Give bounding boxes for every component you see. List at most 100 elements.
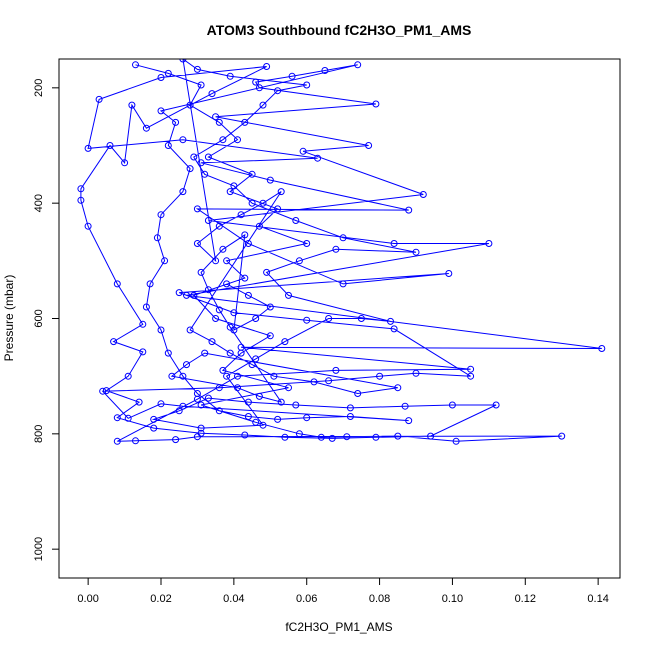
data-point xyxy=(292,217,300,224)
data-point xyxy=(201,170,209,178)
data-point xyxy=(186,101,194,109)
data-point xyxy=(303,316,311,324)
data-point xyxy=(132,61,139,69)
data-point xyxy=(295,257,303,265)
data-point xyxy=(394,432,402,440)
data-point xyxy=(295,430,303,438)
data-point xyxy=(186,165,194,173)
data-point xyxy=(193,205,201,213)
data-point xyxy=(281,338,289,346)
data-point xyxy=(234,372,241,380)
data-point xyxy=(314,154,322,162)
x-axis-label: fC2H3O_PM1_AMS xyxy=(285,620,392,634)
data-point xyxy=(357,315,365,322)
data-point xyxy=(230,309,238,317)
data-point xyxy=(164,349,172,357)
data-point xyxy=(376,372,384,380)
x-tick-label: 0.00 xyxy=(77,593,98,605)
data-point xyxy=(445,270,453,277)
data-point xyxy=(106,142,114,149)
data-point xyxy=(172,118,180,126)
data-point xyxy=(317,433,325,441)
data-point xyxy=(77,185,85,193)
data-point xyxy=(142,124,150,132)
data-point xyxy=(365,142,373,149)
data-point xyxy=(186,326,194,334)
data-point xyxy=(252,78,260,86)
data-point xyxy=(303,81,311,89)
data-point xyxy=(197,268,205,276)
data-point xyxy=(405,206,413,214)
data-point xyxy=(157,326,165,334)
data-point xyxy=(598,345,606,352)
data-point xyxy=(95,95,103,103)
data-point xyxy=(354,390,362,397)
data-point xyxy=(394,384,402,392)
data-point xyxy=(467,372,475,380)
data-point xyxy=(452,437,460,445)
data-point xyxy=(223,257,231,265)
data-point xyxy=(390,325,398,333)
data-point xyxy=(485,240,493,247)
data-point xyxy=(223,280,231,288)
data-point xyxy=(405,417,413,425)
data-point xyxy=(212,315,220,322)
data-point xyxy=(197,81,205,89)
data-point xyxy=(241,431,249,439)
data-point xyxy=(150,415,158,423)
data-point xyxy=(175,289,183,297)
data-point xyxy=(146,280,154,288)
data-point xyxy=(328,434,336,442)
data-point xyxy=(132,437,139,445)
data-point xyxy=(201,349,209,357)
data-point xyxy=(157,107,165,115)
data-point xyxy=(285,291,292,299)
data-point xyxy=(135,398,143,406)
data-point xyxy=(208,90,216,98)
data-point xyxy=(419,191,427,198)
data-point xyxy=(248,361,256,369)
data-point xyxy=(303,414,311,422)
data-point xyxy=(172,436,180,444)
data-point xyxy=(99,387,107,395)
data-point xyxy=(215,306,223,314)
data-point xyxy=(164,69,172,77)
data-point xyxy=(252,355,260,363)
data-point xyxy=(274,205,282,213)
data-point xyxy=(226,188,234,196)
data-point xyxy=(244,291,252,299)
data-point xyxy=(263,268,271,276)
data-point xyxy=(197,429,205,437)
data-point xyxy=(339,234,347,242)
data-point xyxy=(230,326,238,334)
data-point xyxy=(372,100,380,108)
data-point xyxy=(183,291,190,299)
data-point xyxy=(212,113,220,121)
data-point xyxy=(153,234,161,242)
data-point xyxy=(288,72,296,80)
data-point xyxy=(219,245,227,253)
data-point xyxy=(219,136,227,144)
data-point xyxy=(237,211,245,219)
data-point xyxy=(310,378,318,386)
data-point xyxy=(226,72,234,80)
data-point xyxy=(234,136,241,144)
data-point xyxy=(175,407,183,415)
data-point xyxy=(325,377,333,385)
data-point xyxy=(197,401,205,409)
data-point xyxy=(277,398,285,406)
data-point xyxy=(204,153,212,161)
data-point xyxy=(492,401,500,409)
data-point xyxy=(248,199,256,207)
data-point xyxy=(237,343,245,351)
data-point xyxy=(193,240,201,247)
data-point xyxy=(390,240,398,247)
data-point xyxy=(113,437,121,445)
data-point xyxy=(248,170,256,178)
data-point xyxy=(259,421,267,429)
data-point xyxy=(354,61,362,69)
data-point xyxy=(179,136,187,144)
y-tick-label: 400 xyxy=(33,194,45,212)
data-point xyxy=(179,188,187,196)
data-point xyxy=(204,394,212,402)
